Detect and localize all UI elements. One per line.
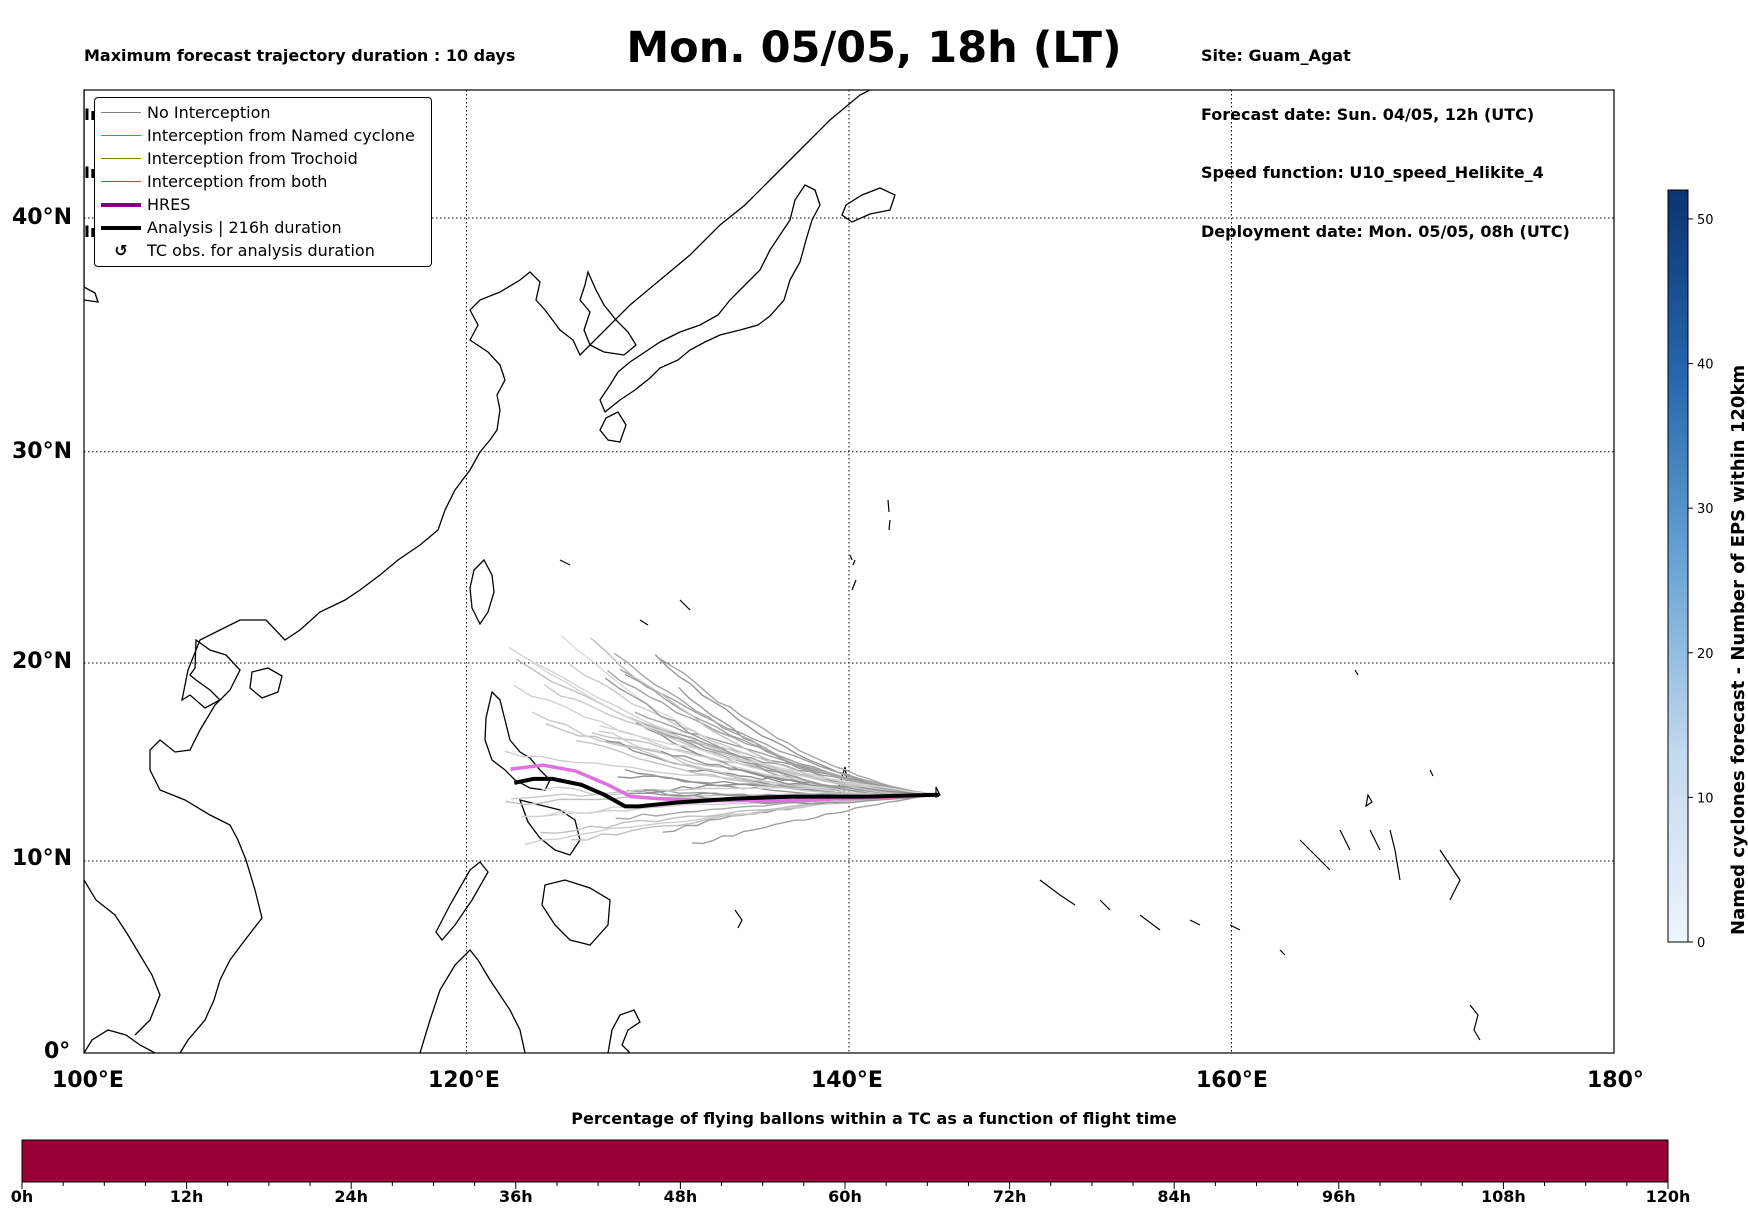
flight-time-tick-label: 108h (1481, 1187, 1526, 1206)
legend-label: Analysis | 216h duration (147, 218, 342, 237)
colorbar-label: Named cyclones forecast - Number of EPS … (1728, 364, 1748, 935)
colorbar-tick-label: 0 (1697, 936, 1705, 951)
flight-time-tick-label: 48h (663, 1187, 698, 1206)
ensemble-trajectory (691, 794, 939, 845)
coastline-korea (579, 269, 637, 356)
flight-time-tick-label: 0h (10, 1187, 34, 1206)
coastline-kyushu (599, 411, 627, 443)
coastline-mindanao (541, 879, 611, 946)
analysis-trajectory (513, 776, 939, 809)
lon-tick: 120°E (428, 1068, 500, 1093)
colorbar-tick-label: 50 (1697, 213, 1714, 228)
lat-tick: 10°N (12, 846, 73, 871)
flight-time-tick-label: 60h (828, 1187, 862, 1206)
lon-tick: 140°E (811, 1068, 883, 1093)
coastline-hainan (249, 667, 283, 699)
map-gridlines (84, 90, 1614, 1053)
trajectories (504, 634, 939, 846)
ensemble-trajectory (613, 652, 939, 796)
legend-label: Interception from Trochoid (147, 149, 358, 168)
line-swatch (101, 226, 141, 230)
ensemble-trajectory (532, 711, 939, 796)
cyclone-colorbar-ticks: 0 10 20 30 40 50 (1688, 213, 1714, 951)
cyclone-colorbar (1667, 189, 1689, 943)
lon-tick: 160°E (1196, 1068, 1268, 1093)
line-swatch (101, 112, 141, 113)
header-right-line: Forecast date: Sun. 04/05, 12h (UTC) (1201, 104, 1535, 124)
ensemble-trajectory (660, 658, 939, 796)
small-islands (559, 499, 1481, 1041)
lon-tick: 100°E (52, 1068, 124, 1093)
cyclone-symbol-icon: ↺ (114, 241, 128, 260)
coastline-sulawesi (607, 1009, 641, 1053)
header-left-line: Maximum forecast trajectory duration : 1… (84, 46, 516, 65)
map-land (84, 90, 1481, 1053)
coastline-luzon (484, 690, 551, 791)
colorbar-tick-label: 10 (1697, 791, 1714, 806)
header-right: Site: Guam_Agat Forecast date: Sun. 04/0… (1201, 7, 1570, 261)
line-swatch (101, 158, 141, 159)
lat-tick: 0° (44, 1039, 71, 1064)
line-swatch (101, 181, 141, 182)
coastline-borneo (419, 949, 526, 1053)
header-right-line: Deployment date: Mon. 05/05, 08h (UTC) (1201, 221, 1570, 241)
map-legend: No Interception Interception from Named … (94, 97, 432, 267)
line-swatch (101, 135, 141, 136)
legend-label: Interception from Named cyclone (147, 126, 415, 145)
legend-label: TC obs. for analysis duration (147, 241, 375, 260)
flight-time-tick-label: 12h (169, 1187, 204, 1206)
colorbar-tick-label: 20 (1697, 647, 1714, 662)
flight-time-title: Percentage of flying ballons within a TC… (571, 1109, 1177, 1128)
coastline-taiwan (469, 558, 495, 626)
coastline-asia (84, 90, 871, 1053)
header-right-line: Site: Guam_Agat (1201, 46, 1351, 65)
ensemble-trajectory (599, 725, 939, 796)
coastline-hokkaido (841, 187, 896, 223)
flight-time-colorbar (21, 1139, 1669, 1183)
lat-tick: 30°N (12, 439, 73, 464)
ensemble-trajectory (590, 637, 939, 796)
colorbar-tick-label: 40 (1697, 358, 1714, 373)
line-swatch (101, 203, 141, 207)
map-frame (83, 89, 1615, 1054)
flight-time-tick-label: 84h (1157, 1187, 1192, 1206)
flight-time-tick-label: 36h (498, 1187, 533, 1206)
flight-time-tick-label: 72h (992, 1187, 1027, 1206)
flight-time-tick-label: 24h (334, 1187, 369, 1206)
flight-time-ticks (21, 1182, 1669, 1189)
legend-label: No Interception (147, 103, 271, 122)
hres-trajectory (510, 763, 939, 803)
lon-tick: 180° (1587, 1068, 1644, 1093)
ensemble-trajectories (504, 634, 939, 846)
flight-time-tick-label: 120h (1645, 1187, 1691, 1206)
page-title: Mon. 05/05, 18h (LT) (626, 23, 1122, 73)
coastline-indochina (84, 879, 161, 1036)
coastline-japan (599, 184, 821, 414)
legend-label: Interception from both (147, 172, 328, 191)
lat-tick: 20°N (12, 649, 73, 674)
header-right-line: Speed function: U10_speed_Helikite_4 (1201, 163, 1544, 182)
coastline-malay (84, 1029, 156, 1053)
coastline-visayas (518, 799, 581, 856)
lat-tick: 40°N (12, 205, 73, 230)
coastline-palawan (435, 861, 489, 942)
legend-label: HRES (147, 195, 191, 214)
colorbar-tick-label: 30 (1697, 502, 1714, 517)
flight-time-tick-label: 96h (1321, 1187, 1356, 1206)
ensemble-trajectory (643, 789, 939, 805)
